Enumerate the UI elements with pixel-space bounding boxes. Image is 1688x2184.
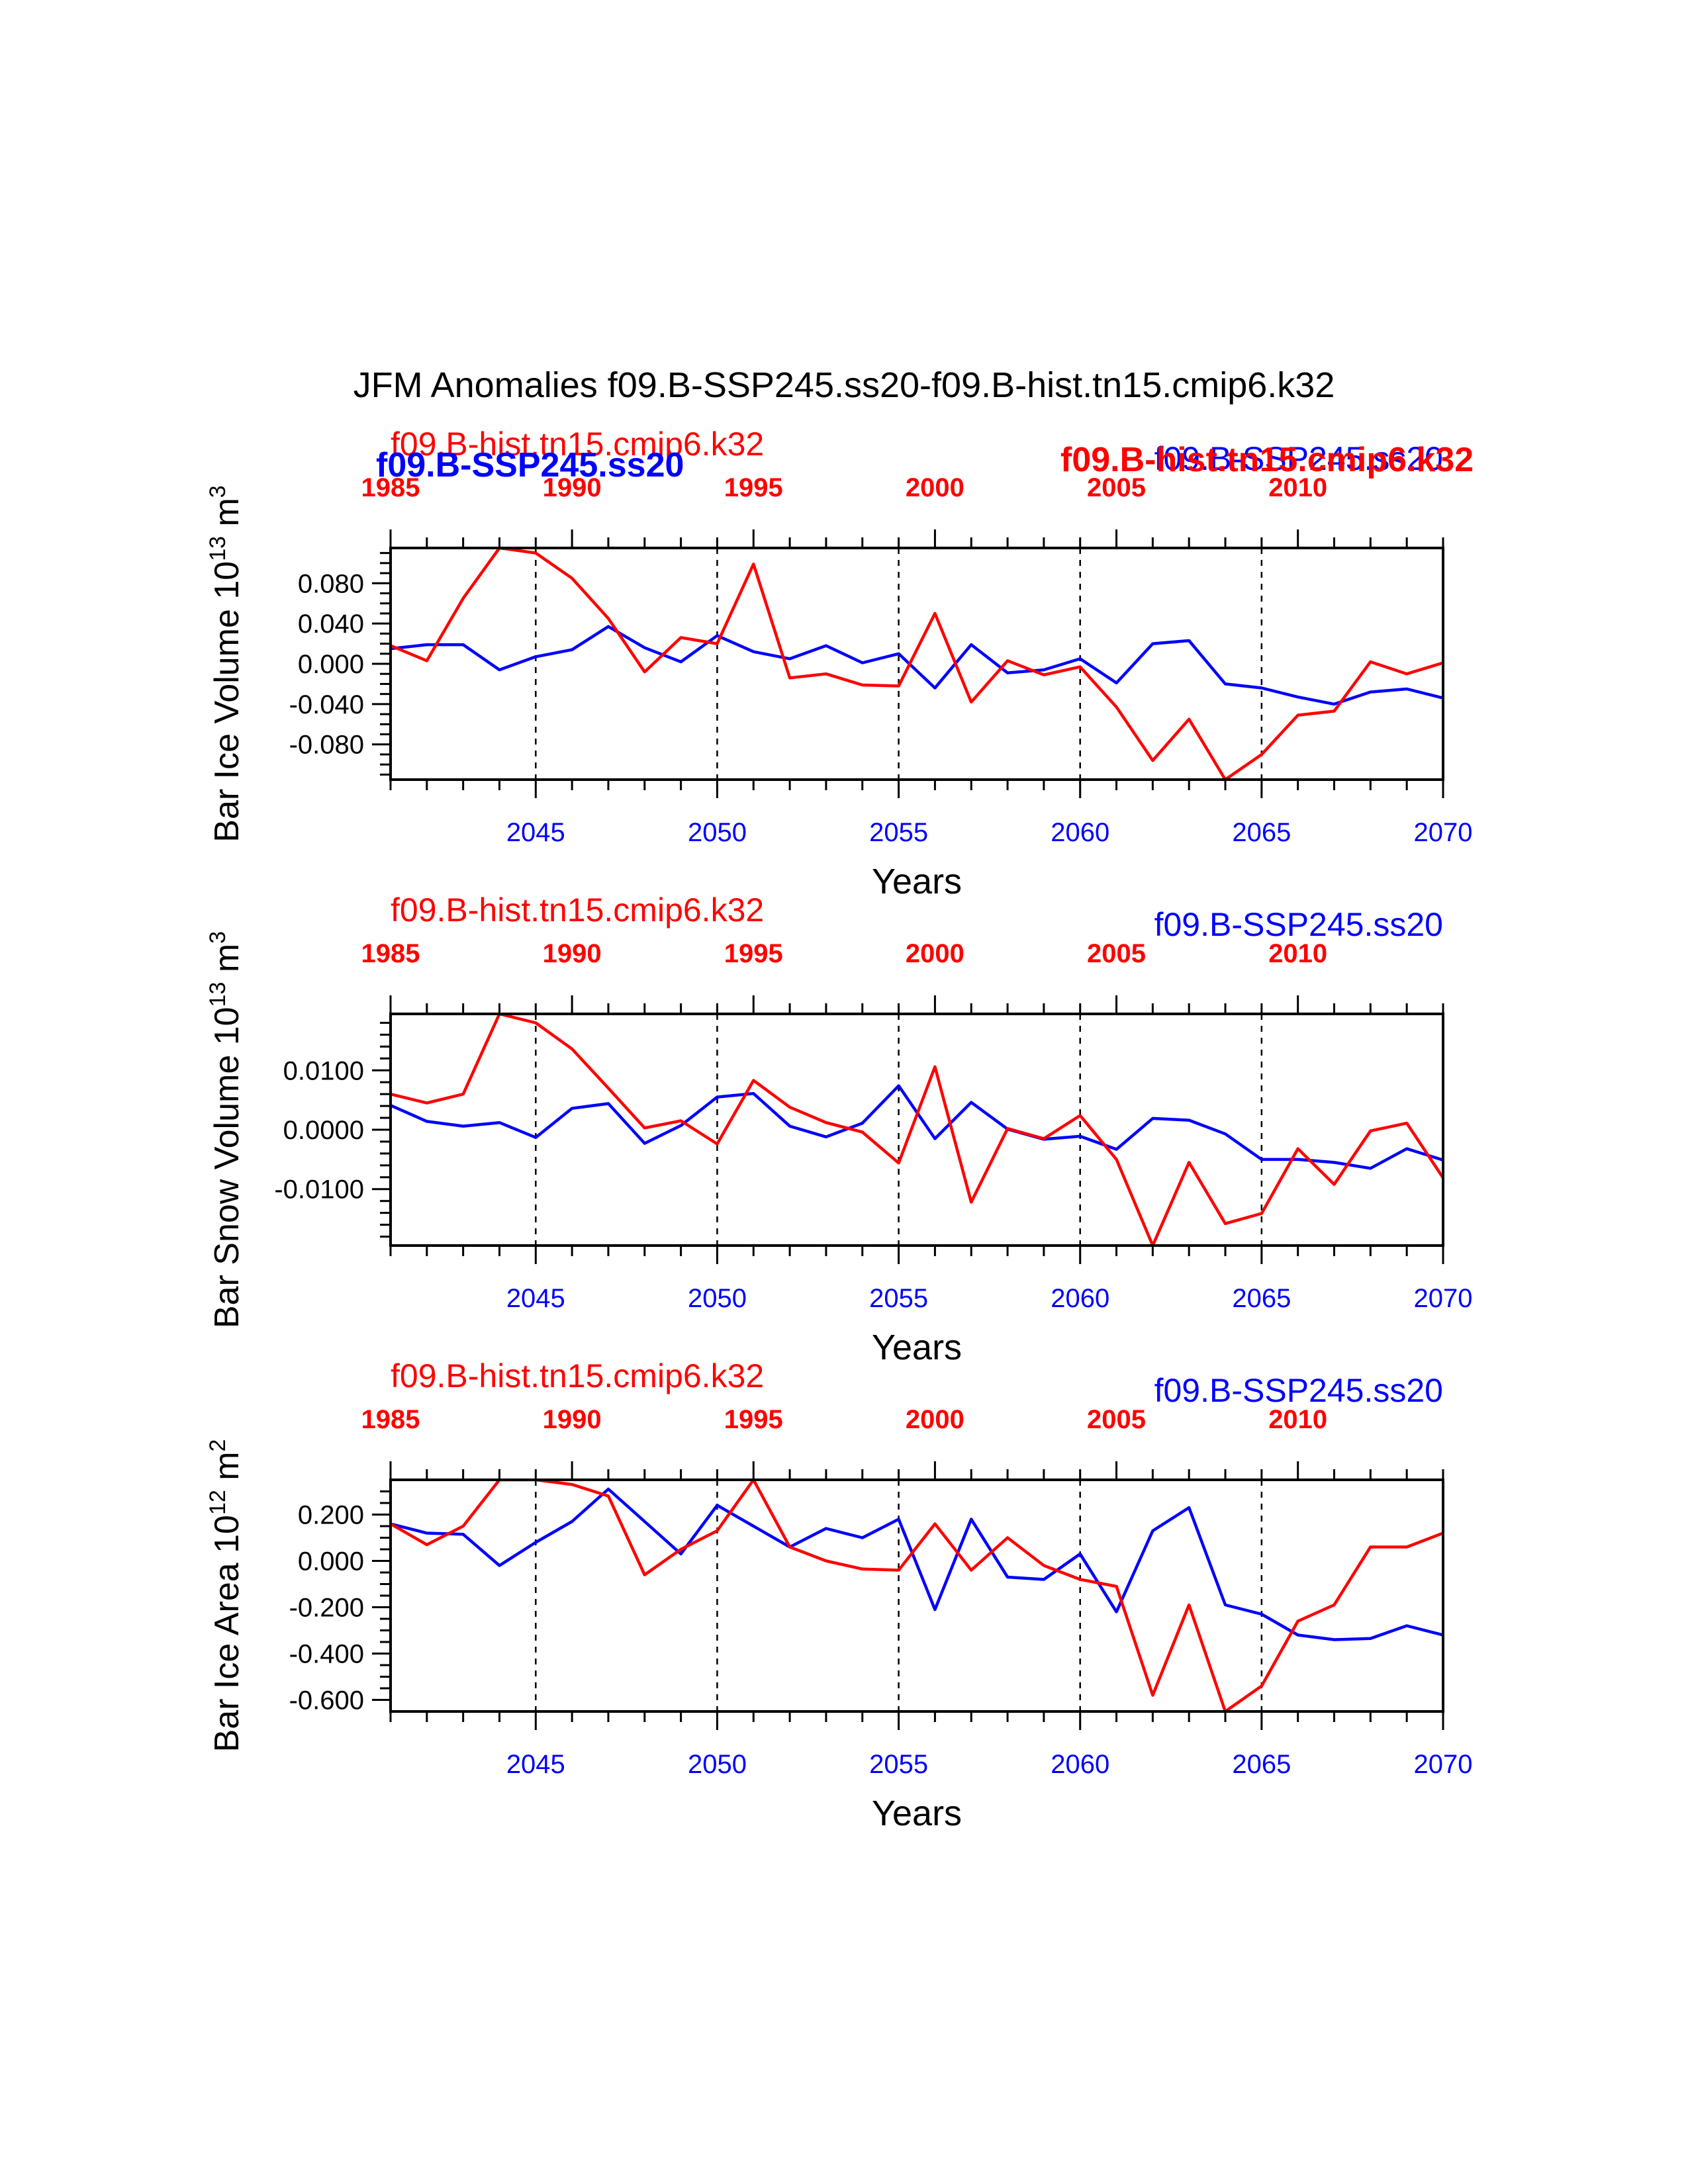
x-tick-label-2065: 2065	[1232, 818, 1291, 847]
series-label-future: f09.B-SSP245.ss20	[1154, 1372, 1443, 1409]
y-axis-label-text: Bar Snow Volume 10	[208, 1007, 246, 1328]
top-tick-label-2010: 2010	[1268, 939, 1327, 968]
x-tick-label-2055: 2055	[869, 1750, 928, 1779]
x-tick-label-2050: 2050	[688, 1284, 747, 1313]
y-tick-label: 0.0100	[283, 1056, 364, 1085]
x-tick-label-2065: 2065	[1232, 1284, 1291, 1313]
y-tick-label: -0.040	[289, 690, 364, 719]
y-axis-label-exponent: 13	[205, 982, 230, 1007]
overlay-labels: f09.B-SSP245.ss20 f09.B-hist.tn15.cmip6.…	[376, 441, 1474, 484]
top-tick-label-2005: 2005	[1087, 473, 1146, 502]
top-tick-label-2005: 2005	[1087, 939, 1146, 968]
top-tick-label-1995: 1995	[724, 1405, 783, 1434]
x-tick-label-2060: 2060	[1051, 818, 1109, 847]
y-tick-label: 0.040	[298, 610, 364, 639]
y-axis-label: Bar Snow Volume 1013 m3	[205, 931, 246, 1328]
series-label-hist: f09.B-hist.tn15.cmip6.k32	[391, 891, 764, 929]
top-tick-label-1985: 1985	[361, 939, 420, 968]
y-tick-label: -0.080	[289, 731, 364, 760]
x-tick-label-2045: 2045	[506, 1750, 565, 1779]
x-axis-label: Years	[872, 1794, 962, 1833]
x-tick-label-2050: 2050	[688, 1750, 747, 1779]
x-axis-label: Years	[872, 862, 962, 901]
series-line-hist	[391, 1014, 1443, 1246]
series-line-future	[391, 1487, 1443, 1641]
series-label-hist: f09.B-hist.tn15.cmip6.k32	[391, 426, 764, 463]
top-tick-label-1990: 1990	[543, 939, 602, 968]
y-axis-label-text: Bar Ice Volume 10	[208, 561, 246, 842]
y-tick-label: 0.000	[298, 1547, 364, 1576]
top-tick-label-1990: 1990	[543, 473, 602, 502]
x-tick-label-2070: 2070	[1414, 1284, 1473, 1313]
y-axis-label-exponent: 12	[205, 1490, 230, 1515]
figure-title: JFM Anomalies f09.B-SSP245.ss20-f09.B-hi…	[353, 365, 1335, 405]
y-tick-label: -0.400	[289, 1640, 364, 1669]
y-axis-label-text: m	[208, 1451, 246, 1490]
y-tick-label: -0.600	[289, 1686, 364, 1715]
top-tick-label-2010: 2010	[1268, 1405, 1327, 1434]
top-tick-label-2000: 2000	[906, 939, 964, 968]
top-tick-label-1995: 1995	[724, 939, 783, 968]
top-tick-label-1990: 1990	[543, 1405, 602, 1434]
top-tick-label-2010: 2010	[1268, 473, 1327, 502]
x-tick-label-2070: 2070	[1414, 818, 1473, 847]
x-axis-label: Years	[872, 1328, 962, 1367]
y-tick-label: 0.000	[298, 650, 364, 679]
y-axis-label-exponent: 2	[205, 1439, 230, 1452]
x-tick-label-2055: 2055	[869, 1284, 928, 1313]
top-tick-label-1985: 1985	[361, 473, 420, 502]
y-tick-label: -0.200	[289, 1594, 364, 1623]
y-tick-label: 0.0000	[283, 1116, 364, 1145]
series-line-future	[391, 625, 1443, 706]
overlay-label-future: f09.B-SSP245.ss20	[376, 446, 684, 484]
top-tick-label-2005: 2005	[1087, 1405, 1146, 1434]
x-tick-label-2045: 2045	[506, 1284, 565, 1313]
x-tick-label-2065: 2065	[1232, 1750, 1291, 1779]
y-tick-label: 0.080	[298, 569, 364, 598]
x-tick-label-2050: 2050	[688, 818, 747, 847]
y-axis-label-exponent: 3	[205, 485, 230, 498]
y-tick-label: 0.200	[298, 1501, 364, 1530]
x-tick-label-2055: 2055	[869, 818, 928, 847]
series-line-hist	[391, 1480, 1443, 1711]
series-label-future: f09.B-SSP245.ss20	[1154, 440, 1443, 477]
x-tick-label-2070: 2070	[1414, 1750, 1473, 1779]
chart-panel-1: 2045 2050 2055 2060 2065 2070 1985 1990 1995 2000…	[205, 426, 1472, 901]
top-tick-label-1985: 1985	[361, 1405, 420, 1434]
y-axis-label-text: m	[208, 944, 246, 982]
series-label-hist: f09.B-hist.tn15.cmip6.k32	[391, 1357, 764, 1394]
overlay-label-hist: f09.B-hist.tn15.cmip6.k32	[1060, 441, 1474, 479]
top-tick-label-2000: 2000	[906, 1405, 964, 1434]
series-line-hist	[391, 548, 1443, 780]
chart-panels: 2045 2050 2055 2060 2065 2070 1985 1990 1995 2000…	[205, 426, 1472, 1833]
y-axis-label-exponent: 3	[205, 931, 230, 944]
top-tick-label-1995: 1995	[724, 473, 783, 502]
y-axis-label-text: m	[208, 498, 246, 536]
y-axis-label-exponent: 13	[205, 536, 230, 561]
y-axis-label: Bar Ice Area 1012 m2	[205, 1439, 246, 1752]
y-axis-label-text: Bar Ice Area 10	[208, 1515, 246, 1752]
top-tick-label-2000: 2000	[906, 473, 964, 502]
x-tick-label-2045: 2045	[506, 818, 565, 847]
y-tick-label: -0.0100	[274, 1175, 364, 1205]
y-axis-label: Bar Ice Volume 1013 m3	[205, 485, 246, 842]
x-tick-label-2060: 2060	[1051, 1284, 1109, 1313]
series-label-future: f09.B-SSP245.ss20	[1154, 906, 1443, 943]
x-tick-label-2060: 2060	[1051, 1750, 1109, 1779]
chart-panel-3: 2045 2050 2055 2060 2065 2070 1985 1990 1995 2000…	[205, 1357, 1472, 1833]
chart-panel-2: 2045 2050 2055 2060 2065 2070 1985 1990 1995 2000…	[205, 891, 1472, 1367]
